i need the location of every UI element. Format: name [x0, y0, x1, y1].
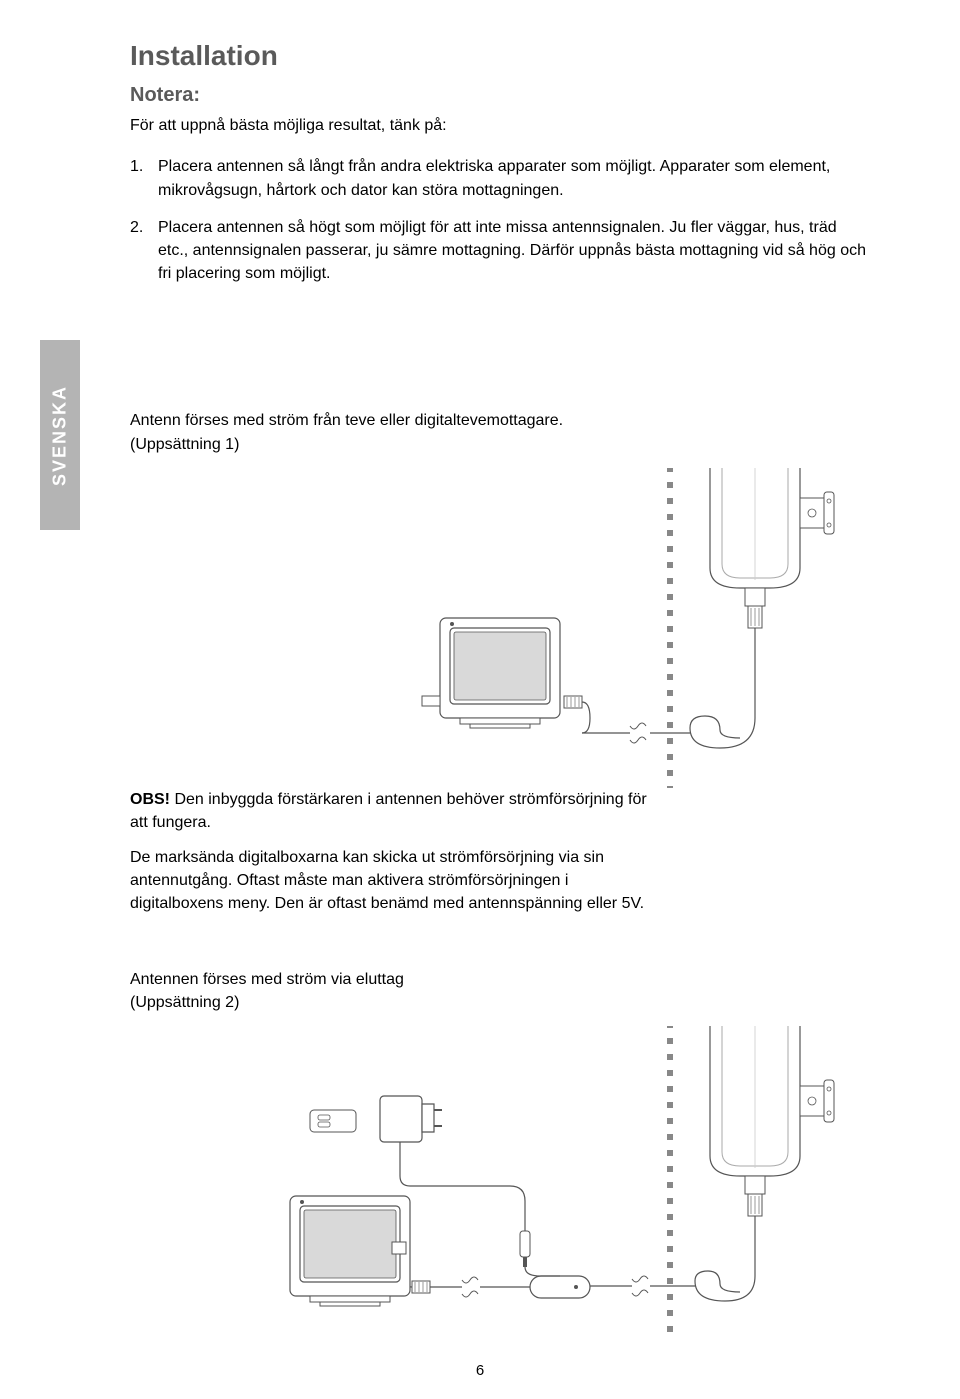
steps-list: Placera antennen så långt från andra ele…	[130, 155, 870, 285]
intro-text: För att uppnå bästa möjliga resultat, tä…	[130, 115, 870, 137]
obs-para-2: De marksända digitalboxarna kan skicka u…	[130, 846, 650, 916]
setup1-text: Antenn förses med ström från teve eller …	[130, 409, 650, 455]
page-number: 6	[476, 1362, 484, 1379]
list-item: Placera antennen så högt som möjligt för…	[130, 216, 870, 286]
page-title: Installation	[130, 40, 870, 72]
diagram-setup-2	[130, 1026, 870, 1336]
language-tab: SVENSKA	[40, 340, 80, 530]
setup2-text: Antennen förses med ström via eluttag (U…	[130, 968, 650, 1014]
page-subtitle: Notera:	[130, 84, 870, 107]
obs-text: OBS! Den inbyggda förstärkaren i antenne…	[130, 788, 650, 834]
list-item: Placera antennen så långt från andra ele…	[130, 155, 870, 201]
diagram-setup-1	[130, 468, 870, 788]
